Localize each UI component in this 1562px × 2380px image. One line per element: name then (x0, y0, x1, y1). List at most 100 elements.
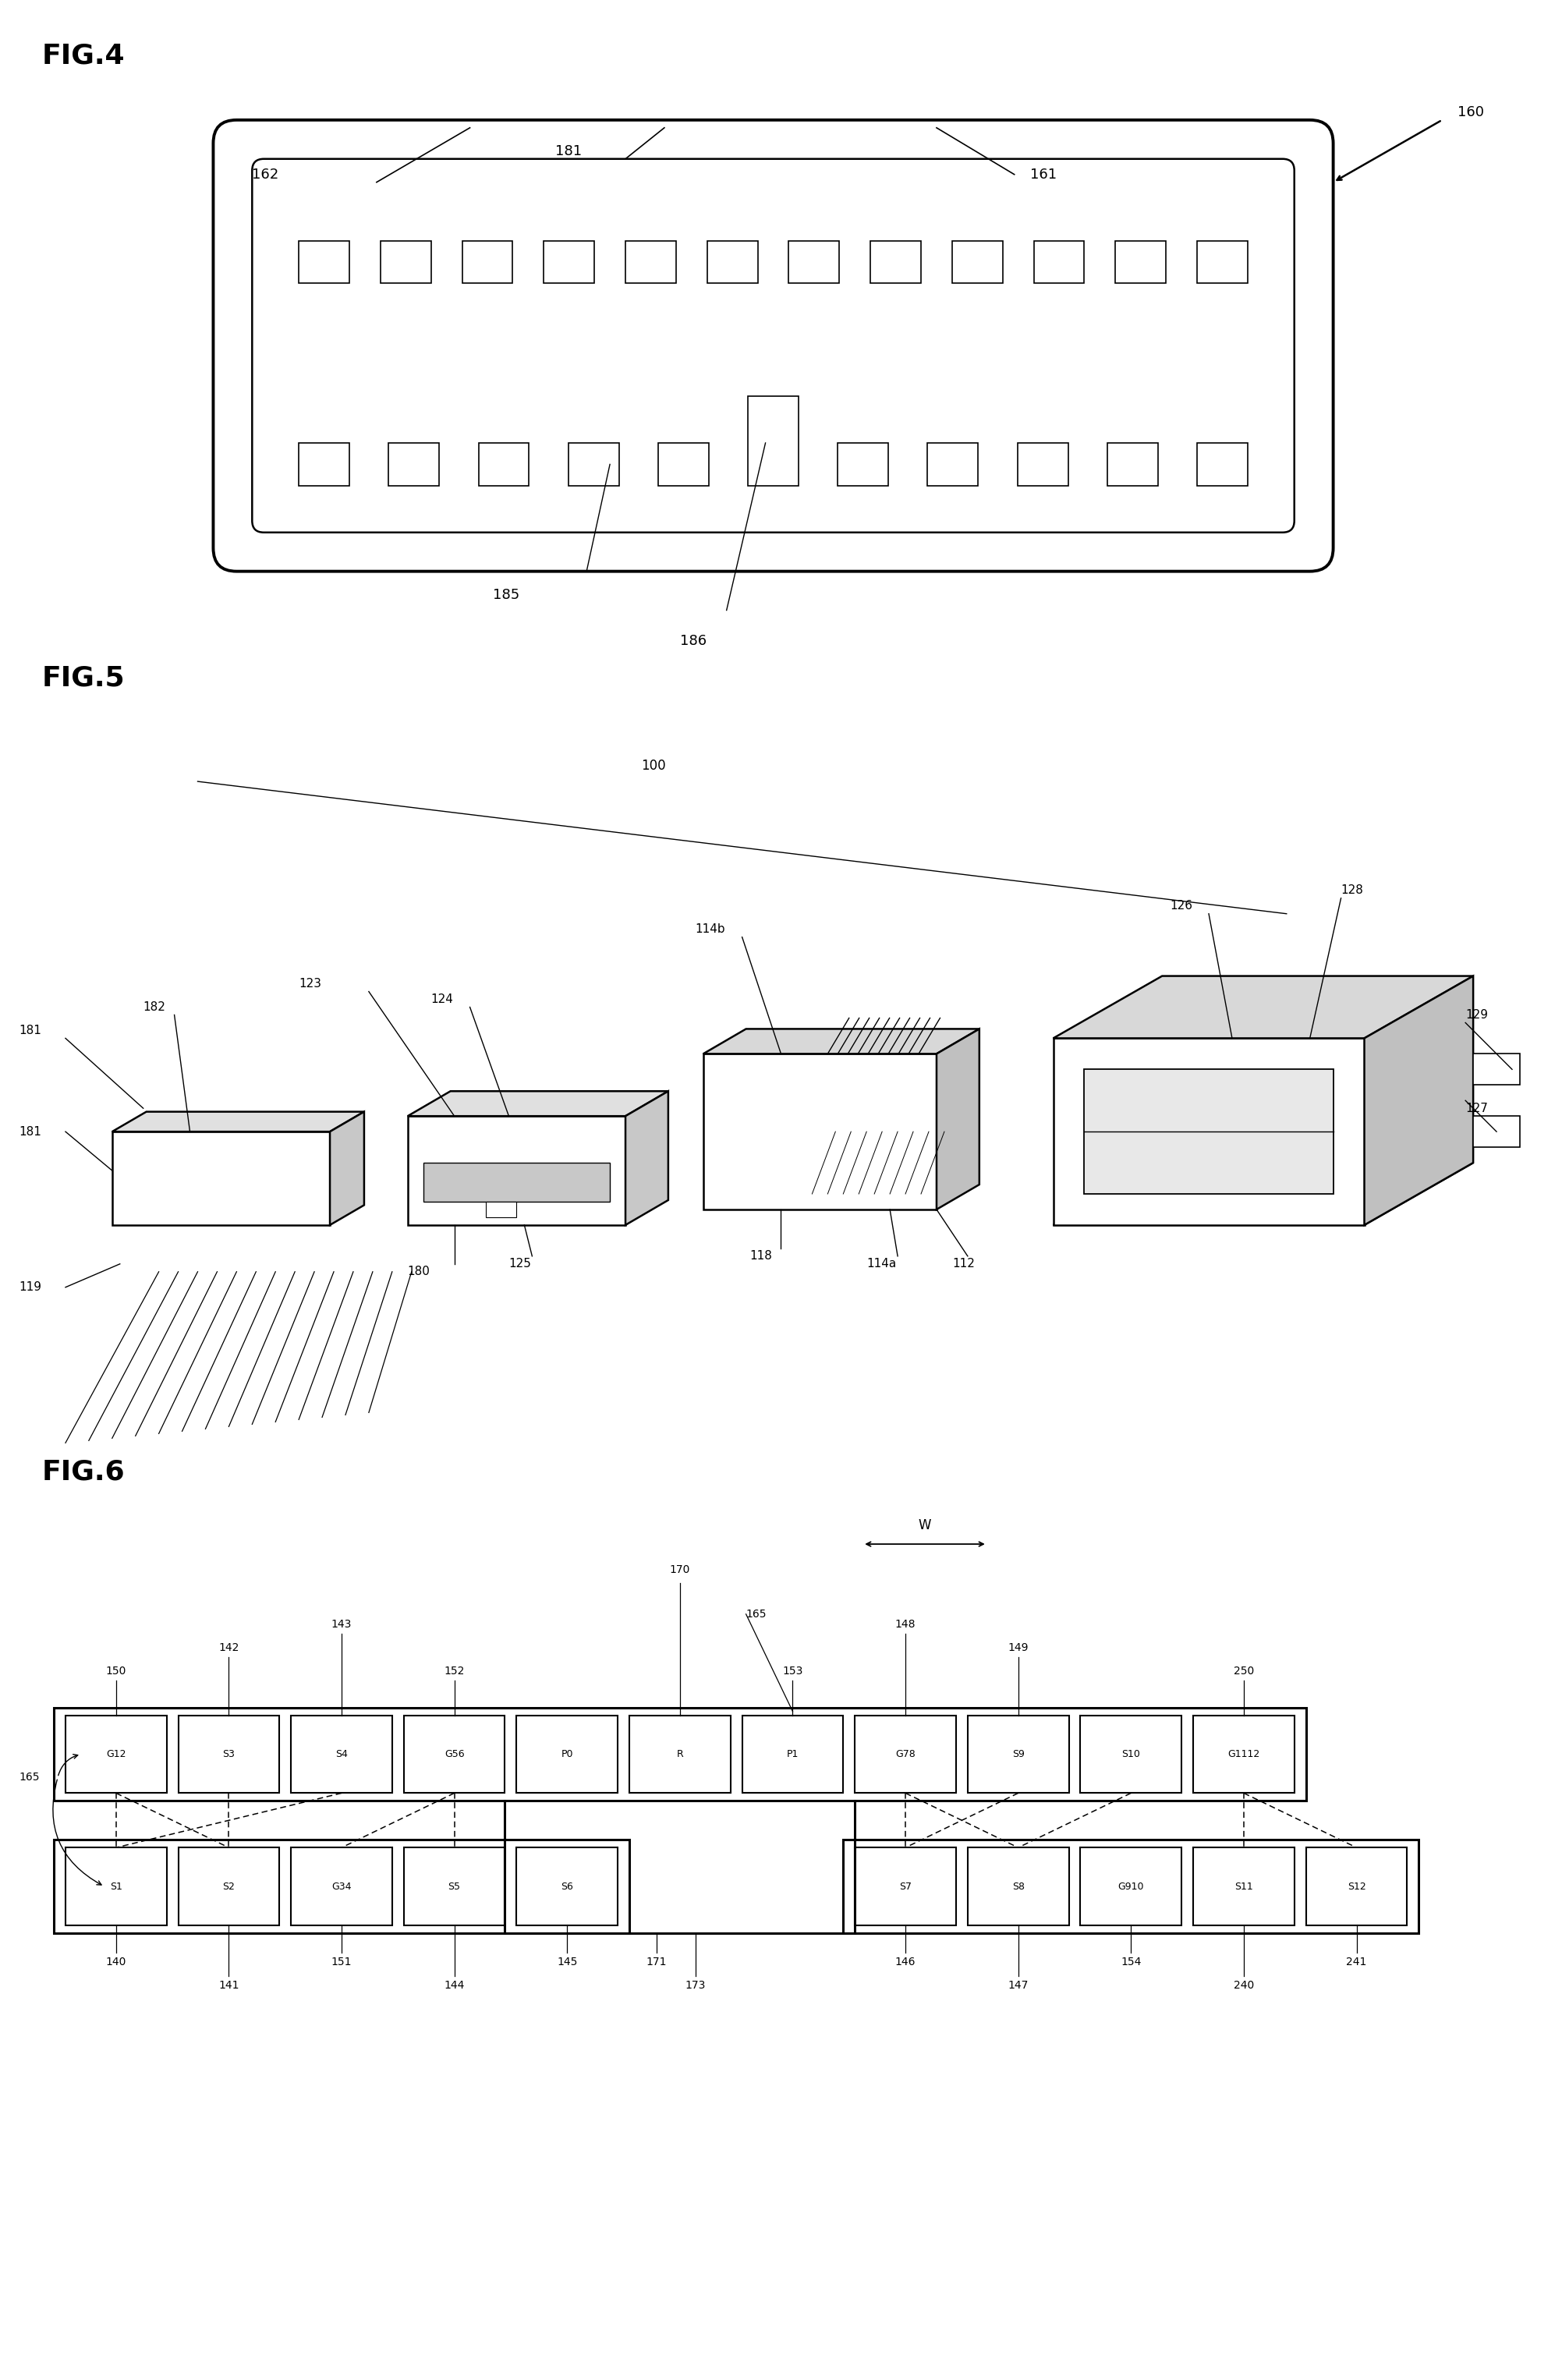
Bar (517, 1716, 617, 1792)
Polygon shape (625, 1090, 669, 1226)
Text: 145: 145 (556, 1956, 578, 1968)
Bar (708, 240, 758, 283)
Bar (1115, 240, 1165, 283)
Text: 123: 123 (298, 978, 322, 990)
Text: 112: 112 (953, 1259, 975, 1271)
Bar (953, 240, 1003, 283)
Bar (389, 443, 439, 486)
Text: 161: 161 (1029, 167, 1056, 181)
Text: 182: 182 (144, 1002, 166, 1014)
Bar (423, 1164, 609, 1202)
Text: 114b: 114b (695, 923, 726, 935)
Bar (291, 1716, 392, 1792)
Bar (837, 443, 889, 486)
Polygon shape (937, 1028, 979, 1209)
Bar (1034, 240, 1084, 283)
Text: S11: S11 (1234, 1883, 1253, 1892)
Bar (789, 240, 839, 283)
Bar (843, 1840, 1418, 1933)
Bar (854, 1716, 956, 1792)
Polygon shape (1053, 1038, 1364, 1226)
Bar (1107, 443, 1157, 486)
Bar (381, 240, 431, 283)
Text: S7: S7 (900, 1883, 912, 1892)
Bar (1196, 240, 1248, 283)
Polygon shape (408, 1090, 669, 1116)
Text: 240: 240 (1234, 1980, 1254, 1990)
Text: 181: 181 (19, 1026, 41, 1035)
Text: 118: 118 (750, 1250, 772, 1261)
Bar (629, 1716, 731, 1792)
Bar (66, 1716, 167, 1792)
Bar (968, 1716, 1068, 1792)
Bar (405, 1847, 505, 1925)
Text: 173: 173 (686, 1980, 706, 1990)
FancyBboxPatch shape (251, 159, 1295, 533)
Text: 143: 143 (331, 1618, 351, 1630)
Text: 170: 170 (670, 1564, 690, 1576)
Bar (1193, 1847, 1295, 1925)
Bar (742, 1716, 843, 1792)
Text: P0: P0 (561, 1749, 573, 1759)
Text: FIG.5: FIG.5 (42, 664, 125, 690)
Bar (405, 1716, 505, 1792)
Text: 141: 141 (219, 1980, 239, 1990)
Bar (53, 1706, 1306, 1802)
Text: 151: 151 (331, 1956, 351, 1968)
Bar (298, 240, 350, 283)
Bar (968, 1847, 1068, 1925)
Text: S9: S9 (1012, 1749, 1025, 1759)
Polygon shape (703, 1028, 979, 1054)
Text: 185: 185 (494, 588, 520, 602)
Text: 180: 180 (408, 1266, 430, 1278)
Bar (658, 443, 709, 486)
Bar (1306, 1847, 1407, 1925)
Bar (1193, 1716, 1295, 1792)
Text: 250: 250 (1234, 1666, 1254, 1676)
FancyBboxPatch shape (214, 119, 1334, 571)
Bar (870, 240, 922, 283)
Text: 181: 181 (556, 145, 583, 157)
Polygon shape (1473, 1054, 1520, 1085)
Text: S6: S6 (561, 1883, 573, 1892)
Polygon shape (1053, 976, 1473, 1038)
Text: G56: G56 (444, 1749, 464, 1759)
Text: 160: 160 (1457, 105, 1484, 119)
Bar (486, 1202, 517, 1216)
Text: 125: 125 (509, 1259, 531, 1271)
Bar (625, 240, 676, 283)
Text: 154: 154 (1120, 1956, 1142, 1968)
Bar (298, 443, 350, 486)
Text: 128: 128 (1342, 885, 1364, 897)
Text: S4: S4 (336, 1749, 348, 1759)
Text: S1: S1 (109, 1883, 122, 1892)
Text: S5: S5 (448, 1883, 461, 1892)
Text: G910: G910 (1118, 1883, 1143, 1892)
Text: 146: 146 (895, 1956, 915, 1968)
Polygon shape (1053, 1164, 1473, 1226)
Bar (462, 240, 512, 283)
Text: 114a: 114a (867, 1259, 897, 1271)
Polygon shape (408, 1116, 625, 1226)
Text: 129: 129 (1465, 1009, 1489, 1021)
Text: 171: 171 (647, 1956, 667, 1968)
Polygon shape (330, 1111, 364, 1226)
Text: S2: S2 (223, 1883, 234, 1892)
Text: 148: 148 (895, 1618, 915, 1630)
Bar (854, 1847, 956, 1925)
Text: 186: 186 (679, 635, 706, 647)
Text: R: R (676, 1749, 683, 1759)
Text: G12: G12 (106, 1749, 127, 1759)
Text: 149: 149 (1007, 1642, 1028, 1654)
Polygon shape (703, 1054, 937, 1209)
Text: FIG.4: FIG.4 (42, 43, 125, 69)
Text: 150: 150 (106, 1666, 127, 1676)
Text: 181: 181 (19, 1126, 41, 1138)
Text: 153: 153 (783, 1666, 803, 1676)
Bar (66, 1847, 167, 1925)
Text: S8: S8 (1012, 1883, 1025, 1892)
Text: 241: 241 (1346, 1956, 1367, 1968)
Text: G78: G78 (895, 1749, 915, 1759)
Bar (1017, 443, 1068, 486)
Text: 100: 100 (640, 759, 665, 774)
